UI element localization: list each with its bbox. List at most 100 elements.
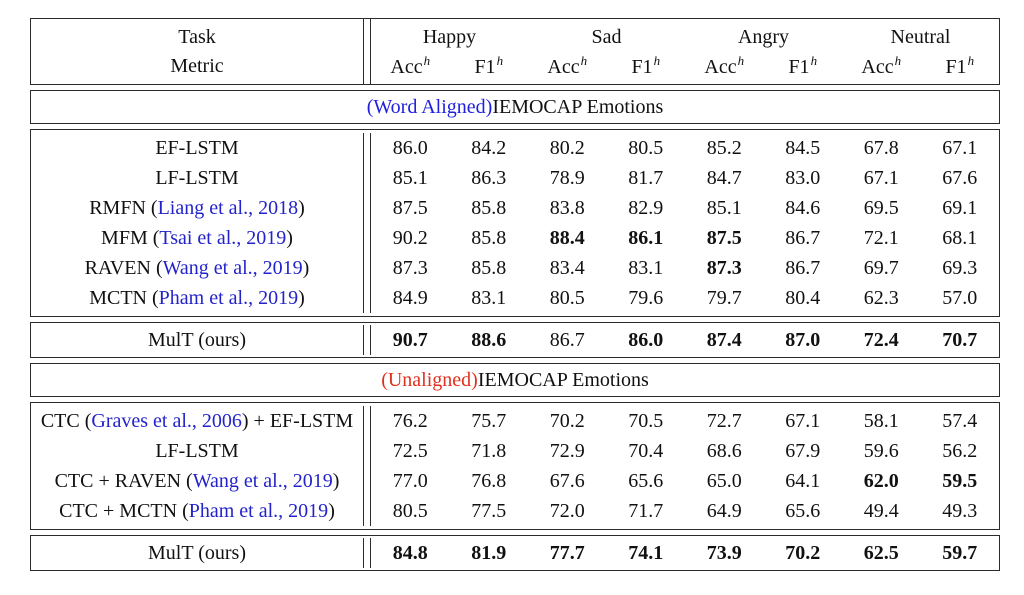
value-cell: 86.7 [785, 257, 821, 279]
value-cell: 72.5 [392, 440, 428, 462]
label-text: CTC ( [40, 410, 92, 432]
row-label: LF-LSTM [31, 436, 363, 466]
value-cell: 59.5 [942, 470, 978, 492]
column-divider [363, 223, 371, 253]
column-divider [363, 436, 371, 466]
value-cell: 80.5 [392, 500, 428, 522]
section-title: (Unaligned) IEMOCAP Emotions [30, 363, 1000, 397]
value-cell: 70.4 [628, 440, 664, 462]
superscript-h: h [967, 52, 975, 68]
metric-header-acc: Acch [547, 52, 588, 78]
value-cell: 65.6 [628, 470, 664, 492]
label-text: ) [332, 470, 340, 492]
value-cell: 86.0 [392, 137, 428, 159]
metric-header-f1: F1h [945, 52, 975, 78]
label-text: ) [302, 257, 310, 279]
table-row: MFM (Tsai et al., 2019) 90.2 85.8 88.4 86.1 8… [31, 223, 999, 253]
results-table: Task Metric Happy Sad Angry Neutral Acch F1h… [30, 18, 1000, 576]
value-cell: 62.3 [863, 287, 899, 309]
value-cell: 87.3 [706, 257, 742, 279]
citation-link: Pham et al., 2019 [188, 500, 329, 522]
section-title-text: IEMOCAP Emotions [492, 95, 664, 118]
table-sections: (Word Aligned) IEMOCAP Emotions EF-LSTM 86… [30, 90, 1000, 576]
label-text: MulT (ours) [148, 329, 246, 351]
value-cell: 83.8 [549, 197, 585, 219]
label-text: LF-LSTM [155, 440, 239, 462]
table-row: CTC (Graves et al., 2006) + EF-LSTM 76.2 7… [31, 406, 999, 436]
row-label: MFM (Tsai et al., 2019) [31, 223, 363, 253]
header-right-cells: Happy Sad Angry Neutral Acch F1h Acch F1h Acch F… [371, 19, 999, 84]
value-cell: 69.5 [863, 197, 899, 219]
table-row: RAVEN (Wang et al., 2019) 87.3 85.8 83.4 83.… [31, 253, 999, 283]
value-cell: 85.8 [471, 257, 507, 279]
value-cell: 84.7 [706, 167, 742, 189]
value-cell: 56.2 [942, 440, 978, 462]
value-cell: 86.7 [785, 227, 821, 249]
value-cell: 72.4 [863, 329, 899, 351]
column-divider [363, 133, 371, 163]
label-text: MCTN ( [89, 287, 159, 309]
value-cell: 67.8 [863, 137, 899, 159]
value-cell: 75.7 [471, 410, 507, 432]
superscript-h: h [737, 52, 745, 68]
table-row: RMFN (Liang et al., 2018) 87.5 85.8 83.8 82.… [31, 193, 999, 223]
summary-box: MulT (ours) 84.8 81.9 77.7 74.1 73.9 70.2 62.5 5… [30, 535, 1000, 571]
value-cell: 70.2 [785, 542, 821, 564]
label-text: ) [286, 227, 293, 249]
value-cell: 80.4 [785, 287, 821, 309]
value-cell: 83.4 [549, 257, 585, 279]
value-cell: 84.2 [471, 137, 507, 159]
citation-link: Wang et al., 2019 [162, 257, 303, 279]
section-title-tag: (Word Aligned) [366, 95, 493, 118]
superscript-h: h [894, 52, 902, 68]
value-cell: 65.6 [785, 500, 821, 522]
column-divider [363, 163, 371, 193]
column-divider [363, 538, 371, 568]
group-header-happy: Happy [422, 25, 477, 48]
label-text: CTC + MCTN ( [59, 500, 189, 522]
value-cell: 87.0 [785, 329, 821, 351]
metric-header-acc: Acch [704, 52, 745, 78]
value-cell: 87.5 [392, 197, 428, 219]
group-header-neutral: Neutral [890, 25, 951, 48]
label-text: ) [298, 287, 305, 309]
metric-header-acc: Acch [861, 52, 902, 78]
superscript-h: h [423, 52, 431, 68]
value-cell: 86.7 [549, 329, 585, 351]
value-cell: 59.6 [863, 440, 899, 462]
summary-row: MulT (ours) 90.7 88.6 86.7 86.0 87.4 87.0 72.4 7… [31, 325, 999, 355]
metric-header-f1: F1h [631, 52, 661, 78]
value-cell: 82.9 [628, 197, 664, 219]
metric-header-row: Acch F1h Acch F1h Acch F1h Acch F1h [371, 52, 999, 82]
value-cell: 87.3 [392, 257, 428, 279]
value-cell: 67.1 [863, 167, 899, 189]
value-cell: 88.6 [471, 329, 507, 351]
row-label: CTC + MCTN (Pham et al., 2019) [31, 496, 363, 526]
value-cell: 85.1 [706, 197, 742, 219]
group-header-sad: Sad [591, 25, 622, 48]
value-cell: 62.0 [863, 470, 899, 492]
value-cell: 72.1 [863, 227, 899, 249]
value-cell: 76.8 [471, 470, 507, 492]
value-cell: 49.4 [863, 500, 899, 522]
section-title: (Word Aligned) IEMOCAP Emotions [30, 90, 1000, 124]
row-label: EF-LSTM [31, 133, 363, 163]
metric-header-f1: F1h [474, 52, 504, 78]
value-cell: 86.1 [628, 227, 664, 249]
value-cell: 86.0 [628, 329, 664, 351]
value-cell: 64.1 [785, 470, 821, 492]
task-label: Task [178, 25, 216, 48]
value-cell: 67.9 [785, 440, 821, 462]
value-cell: 84.8 [392, 542, 428, 564]
metric-label: Metric [170, 54, 224, 77]
value-cell: 64.9 [706, 500, 742, 522]
value-cell: 78.9 [549, 167, 585, 189]
value-cell: 69.1 [942, 197, 978, 219]
value-cell: 79.6 [628, 287, 664, 309]
value-cell: 86.3 [471, 167, 507, 189]
value-cell: 72.0 [549, 500, 585, 522]
value-cell: 70.2 [549, 410, 585, 432]
value-cell: 70.7 [942, 329, 978, 351]
table-row: CTC + MCTN (Pham et al., 2019) 80.5 77.5 72… [31, 496, 999, 526]
value-cell: 79.7 [706, 287, 742, 309]
